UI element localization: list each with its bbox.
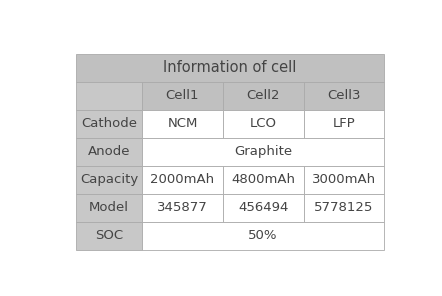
Text: Cell2: Cell2 — [247, 89, 280, 102]
Text: 2000mAh: 2000mAh — [150, 173, 214, 186]
Text: Cathode: Cathode — [81, 117, 137, 130]
Text: 345877: 345877 — [157, 201, 208, 214]
Bar — [142, 166, 223, 194]
Bar — [304, 166, 384, 194]
Text: SOC: SOC — [95, 229, 123, 242]
Bar — [76, 222, 142, 250]
Bar — [76, 194, 142, 222]
Bar — [76, 166, 142, 194]
Bar — [223, 166, 304, 194]
Text: Cell3: Cell3 — [327, 89, 361, 102]
Bar — [142, 110, 223, 138]
Text: LCO: LCO — [250, 117, 277, 130]
Text: Capacity: Capacity — [80, 173, 138, 186]
Bar — [76, 82, 142, 110]
Bar — [304, 82, 384, 110]
Bar — [304, 110, 384, 138]
Text: 50%: 50% — [248, 229, 278, 242]
Bar — [76, 110, 142, 138]
Bar — [223, 82, 304, 110]
Text: Model: Model — [89, 201, 129, 214]
Bar — [76, 54, 384, 82]
Text: Information of cell: Information of cell — [163, 60, 297, 75]
Text: Cell1: Cell1 — [166, 89, 199, 102]
Text: 4800mAh: 4800mAh — [231, 173, 295, 186]
Bar — [223, 110, 304, 138]
Bar — [304, 194, 384, 222]
Bar — [76, 138, 142, 166]
Text: 456494: 456494 — [238, 201, 289, 214]
Text: Anode: Anode — [88, 145, 130, 158]
Bar — [142, 138, 384, 166]
Bar — [142, 222, 384, 250]
Bar — [142, 194, 223, 222]
Bar — [142, 82, 223, 110]
Text: 3000mAh: 3000mAh — [312, 173, 376, 186]
Text: 5778125: 5778125 — [314, 201, 373, 214]
Bar — [223, 194, 304, 222]
Text: LFP: LFP — [332, 117, 355, 130]
Text: Graphite: Graphite — [234, 145, 292, 158]
Text: NCM: NCM — [167, 117, 198, 130]
